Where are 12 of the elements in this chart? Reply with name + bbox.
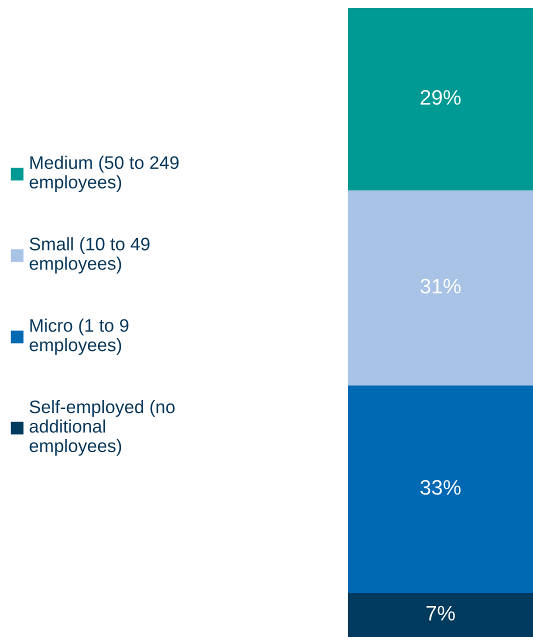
legend-label: Self-employed (no additional employees) [30, 400, 175, 456]
bar [348, 8, 533, 190]
data-label: 7% [426, 606, 455, 620]
bar [348, 385, 533, 593]
data-label: 29% [420, 90, 461, 105]
data-label: 33% [420, 480, 461, 495]
bar [348, 592, 533, 637]
bar [348, 190, 533, 386]
data-label: 31% [420, 278, 461, 294]
legend-label: Medium (50 to 249 employees) [30, 156, 179, 192]
legend-label: Small (10 to 49 employees) [30, 237, 150, 274]
legend-label: Micro (1 to 9 employees) [30, 318, 128, 355]
